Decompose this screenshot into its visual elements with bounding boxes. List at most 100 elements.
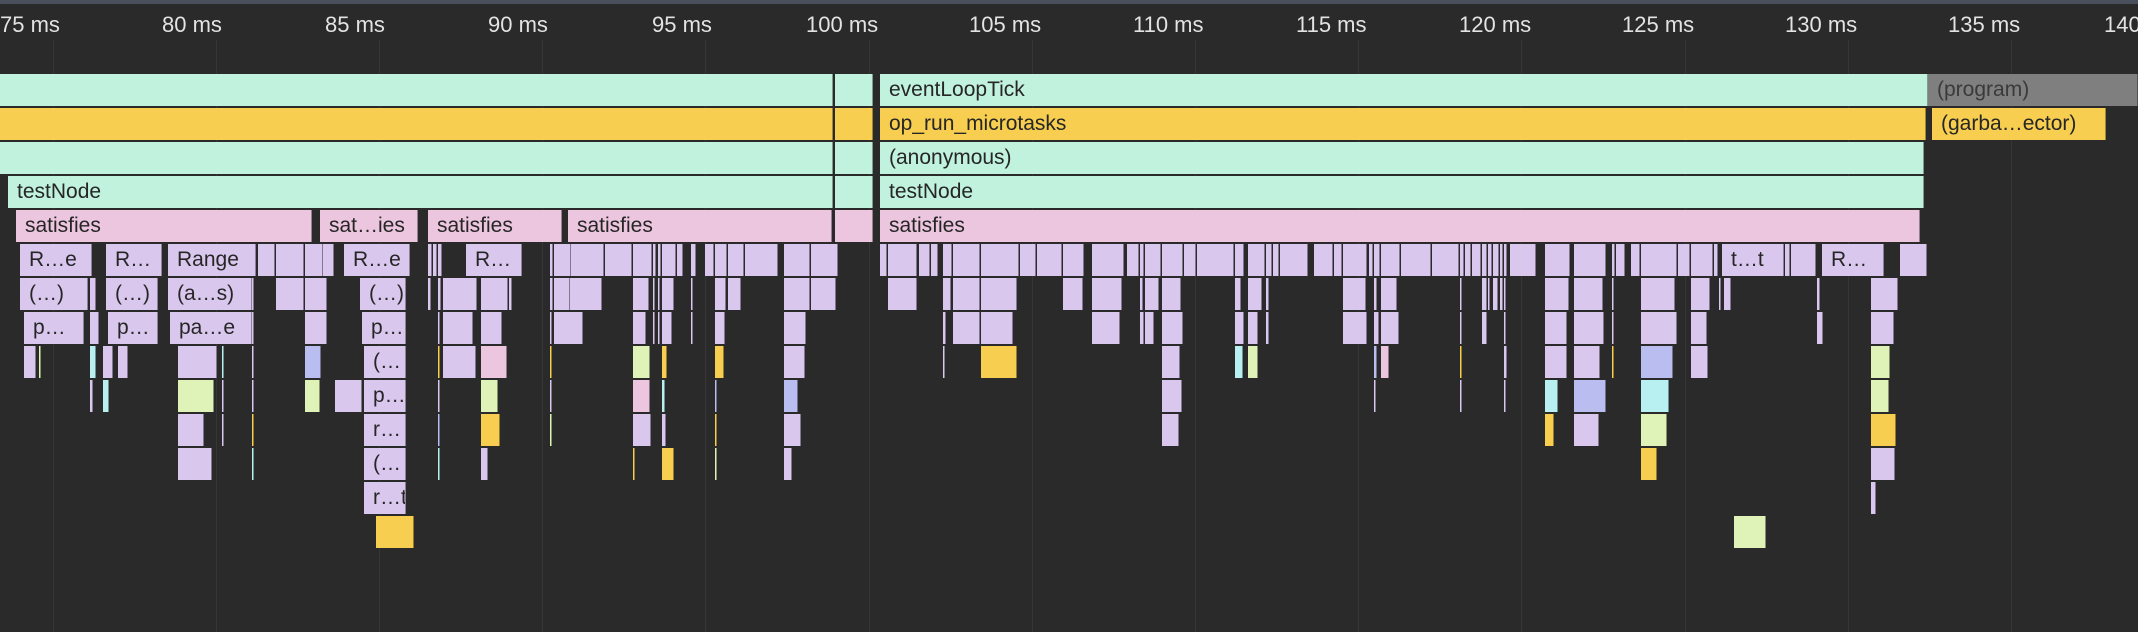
flame-slice[interactable] <box>481 414 500 446</box>
flame-bar-deep-5[interactable]: r…t <box>364 482 406 514</box>
flame-slice[interactable] <box>1545 312 1567 344</box>
flame-slice[interactable] <box>1691 244 1713 276</box>
flame-slice[interactable] <box>1374 244 1380 276</box>
flame-slice[interactable] <box>1545 414 1554 446</box>
flame-slice[interactable] <box>715 414 717 446</box>
flame-slice[interactable] <box>1343 312 1367 344</box>
flame-slice[interactable] <box>1381 312 1399 344</box>
flame-slice[interactable] <box>1465 244 1471 276</box>
flame-slice[interactable] <box>1381 278 1397 310</box>
flame-bar-range-4[interactable]: R…e <box>344 244 410 276</box>
flame-slice[interactable] <box>1314 244 1333 276</box>
flame-slice[interactable] <box>1248 278 1262 310</box>
flame-slice[interactable] <box>1641 244 1677 276</box>
flame-slice[interactable] <box>550 346 552 378</box>
flame-slice[interactable] <box>1641 312 1677 344</box>
flame-slice[interactable] <box>1641 278 1675 310</box>
flame-slice[interactable] <box>1280 244 1308 276</box>
flame-slice[interactable] <box>653 278 655 310</box>
flame-slice[interactable] <box>90 312 99 344</box>
flame-slice[interactable] <box>438 244 442 276</box>
flame-slice[interactable] <box>324 244 334 276</box>
flame-slice[interactable] <box>1127 244 1139 276</box>
flame-slice[interactable] <box>1691 278 1710 310</box>
flame-bar-call-4[interactable]: (…) <box>360 278 406 310</box>
flame-slice[interactable] <box>509 278 512 310</box>
flame-bar-anonymous-mid[interactable] <box>835 142 873 174</box>
flame-slice[interactable] <box>1140 278 1143 310</box>
flame-slice[interactable] <box>550 244 553 276</box>
flame-slice[interactable] <box>438 312 440 344</box>
flame-bar-garbage-collector[interactable]: (garba…ector) <box>1932 108 2106 140</box>
flame-slice[interactable] <box>981 278 1017 310</box>
flame-bar-parse-3[interactable]: pa…e <box>170 312 252 344</box>
flame-slice[interactable] <box>715 244 727 276</box>
flame-slice[interactable] <box>653 244 656 276</box>
flame-slice[interactable] <box>1504 346 1507 378</box>
flame-slice[interactable] <box>1612 244 1615 276</box>
flame-slice[interactable] <box>1871 346 1890 378</box>
flame-slice[interactable] <box>633 278 649 310</box>
flame-slice[interactable] <box>953 278 980 310</box>
flame-slice[interactable] <box>633 244 652 276</box>
flame-slice[interactable] <box>1162 346 1180 378</box>
flame-slice[interactable] <box>1374 312 1379 344</box>
flame-slice[interactable] <box>1334 244 1342 276</box>
flame-slice[interactable] <box>252 414 254 446</box>
flame-slice[interactable] <box>1714 244 1718 276</box>
flame-slice[interactable] <box>1612 312 1614 344</box>
flame-slice[interactable] <box>1641 380 1669 412</box>
flame-slice[interactable] <box>1381 346 1389 378</box>
flame-slice[interactable] <box>1235 244 1244 276</box>
flame-slice[interactable] <box>481 448 488 480</box>
flame-slice[interactable] <box>1482 278 1487 310</box>
flame-slice[interactable] <box>1063 278 1083 310</box>
flame-slice[interactable] <box>658 244 661 276</box>
flame-slice[interactable] <box>653 312 655 344</box>
flame-slice[interactable] <box>1724 278 1731 310</box>
flame-bar-event-loop-tick-left[interactable] <box>0 74 833 106</box>
flame-slice[interactable] <box>1871 380 1889 412</box>
flame-slice[interactable] <box>438 346 440 378</box>
flame-slice[interactable] <box>662 448 674 480</box>
flame-slice[interactable] <box>784 278 810 310</box>
flame-bar-range-1[interactable]: R…e <box>20 244 92 276</box>
flame-slice[interactable] <box>252 312 254 344</box>
flame-bar-satisfies-4[interactable]: satisfies <box>568 210 832 242</box>
flame-slice[interactable] <box>481 278 508 310</box>
flame-slice[interactable] <box>931 244 938 276</box>
flame-slice[interactable] <box>1460 278 1462 310</box>
flame-bar-event-loop-tick[interactable]: eventLoopTick <box>880 74 1928 106</box>
flame-bar-deep-2[interactable]: p… <box>364 380 406 412</box>
flame-bar-range-2[interactable]: R… <box>106 244 162 276</box>
flame-bar-event-loop-tick-mid[interactable] <box>835 74 873 106</box>
flame-bar-parse-2[interactable]: p… <box>108 312 158 344</box>
flame-slice[interactable] <box>784 346 805 378</box>
flame-bar-op-run-microtasks-left[interactable] <box>0 108 833 140</box>
flame-slice[interactable] <box>305 380 320 412</box>
flame-slice[interactable] <box>662 414 666 446</box>
flame-slice[interactable] <box>438 278 441 310</box>
flame-slice[interactable] <box>888 244 917 276</box>
flame-slice[interactable] <box>258 244 275 276</box>
flame-slice[interactable] <box>662 380 665 412</box>
flame-slice[interactable] <box>1500 278 1503 310</box>
flame-slice[interactable] <box>1817 278 1820 310</box>
flame-slice[interactable] <box>276 244 304 276</box>
flame-slice[interactable] <box>320 244 323 276</box>
flame-slice[interactable] <box>1460 380 1462 412</box>
flame-bar-op-run-microtasks[interactable]: op_run_microtasks <box>880 108 1926 140</box>
flame-bar-deep-4[interactable]: (… <box>364 448 406 480</box>
flame-slice[interactable] <box>953 244 980 276</box>
flame-slice[interactable] <box>550 312 552 344</box>
flame-slice[interactable] <box>39 346 41 378</box>
flame-slice[interactable] <box>880 244 887 276</box>
flame-slice[interactable] <box>1145 278 1159 310</box>
flame-slice[interactable] <box>550 278 553 310</box>
flame-slice[interactable] <box>252 448 254 480</box>
flame-slice[interactable] <box>1162 414 1179 446</box>
flame-slice[interactable] <box>633 312 646 344</box>
flame-slice[interactable] <box>1493 278 1498 310</box>
flame-bar-range-6[interactable]: R… <box>1822 244 1884 276</box>
flame-slice[interactable] <box>1235 312 1244 344</box>
